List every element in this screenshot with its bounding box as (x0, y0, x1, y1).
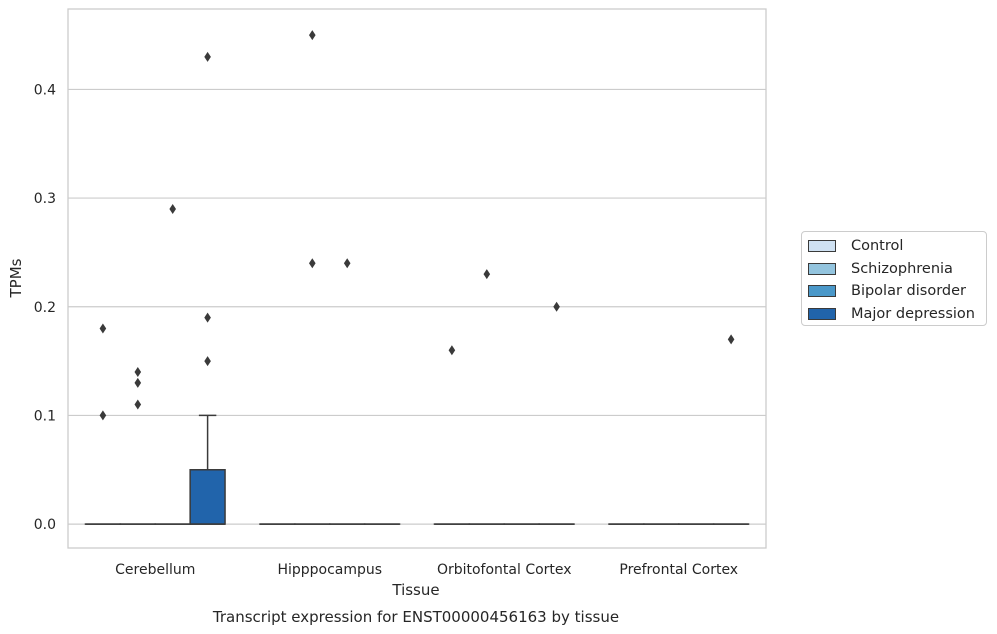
legend-label: Schizophrenia (851, 260, 953, 277)
legend-swatch-major-depression (808, 307, 836, 320)
y-tick-label: 0.4 (34, 82, 56, 98)
x-tick-label: Cerebellum (115, 562, 195, 578)
boxes (84, 414, 750, 525)
y-tick-label: 0.3 (34, 191, 56, 207)
outliers (99, 30, 735, 421)
outlier-point (134, 366, 142, 377)
outlier-point (553, 301, 560, 312)
outlier-point (134, 377, 142, 388)
legend-label: Bipolar disorder (851, 283, 966, 300)
y-axis-label: TPMs (7, 258, 25, 298)
outlier-point (448, 345, 456, 356)
chart-title: Transcript expression for ENST0000045616… (212, 608, 619, 626)
outlier-point (483, 269, 491, 280)
x-tick-label: Orbitofontal Cortex (437, 562, 572, 578)
outlier-point (309, 30, 316, 41)
outlier-point (99, 410, 107, 421)
plot-frame (67, 8, 767, 549)
outlier-point (204, 312, 211, 323)
gridlines (68, 88, 766, 525)
outlier-point (343, 258, 351, 269)
box (189, 469, 226, 525)
legend-label: Control (851, 238, 904, 255)
legend-swatch-control (808, 240, 836, 253)
legend-label: Major depression (851, 305, 975, 322)
outlier-point (204, 356, 211, 367)
legend-swatch-schizophrenia (808, 262, 836, 275)
x-axis-label: Tissue (391, 581, 439, 599)
outlier-point (727, 334, 735, 345)
y-tick-label: 0.2 (34, 300, 56, 316)
outlier-point (309, 258, 316, 269)
outlier-point (169, 203, 176, 214)
legend-swatch-bipolar-disorder (808, 285, 836, 298)
legend-item-bipolar-disorder: Bipolar disorder (808, 280, 986, 303)
x-tick-label: Prefrontal Cortex (619, 562, 738, 578)
legend-item-major-depression: Major depression (808, 303, 986, 326)
outlier-point (204, 51, 211, 62)
x-tick-labels: Cerebellum Hipppocampus Orbitofontal Corte… (115, 562, 738, 578)
y-tick-label: 0.0 (34, 517, 56, 533)
outlier-point (99, 323, 107, 334)
y-tick-labels: 0.0 0.1 0.2 0.3 0.4 (34, 82, 56, 533)
legend-item-schizophrenia: Schizophrenia (808, 258, 986, 281)
legend: Control Schizophrenia Bipolar disorder M… (801, 231, 987, 326)
y-tick-label: 0.1 (34, 408, 56, 424)
outlier-point (134, 399, 142, 410)
x-tick-label: Hipppocampus (277, 562, 382, 578)
legend-item-control: Control (808, 235, 986, 258)
